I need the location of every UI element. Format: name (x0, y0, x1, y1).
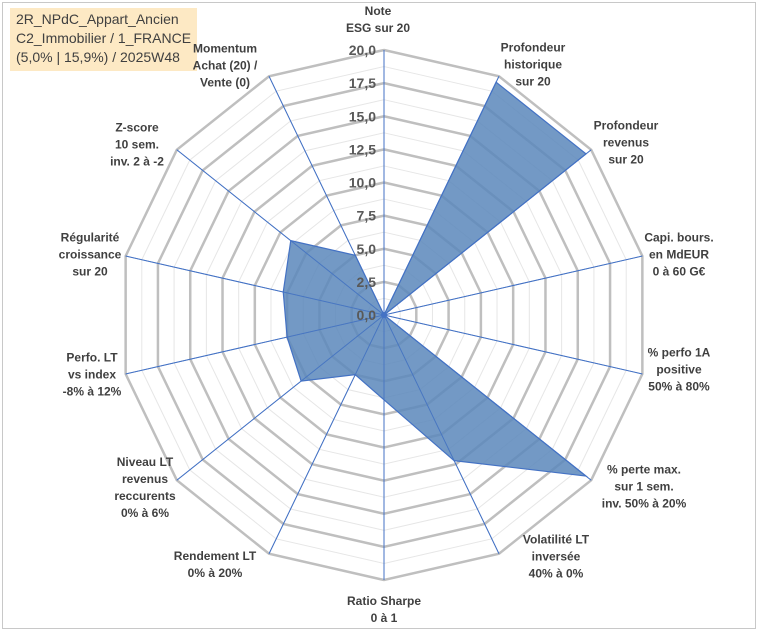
axis-label: Rendement LT 0% à 20% (173, 549, 257, 580)
axis-label: Profondeur historique sur 20 (500, 40, 566, 89)
tick-label: 10,0 (349, 175, 376, 191)
title-line-3: (5,0% | 15,9%) / 2025W48 (16, 49, 180, 65)
tick-label: 20,0 (349, 42, 376, 58)
tick-label: 7,5 (357, 208, 377, 224)
axis-label: % perte max. sur 1 sem. inv. 50% à 20% (601, 462, 687, 511)
axis-label: Niveau LT revenus reccurents 0% à 6% (114, 455, 176, 520)
tick-label: 2,5 (357, 274, 377, 290)
axis-spoke-overlay (383, 255, 643, 316)
axis-spoke-overlay (268, 314, 385, 554)
center-dot (381, 312, 387, 318)
axis-spoke-overlay (125, 314, 385, 375)
tick-label: 0,0 (357, 307, 377, 323)
axis-spoke-overlay (383, 314, 592, 481)
axis-label: Capi. bours. en MdEUR 0 à 60 G€ (644, 230, 714, 279)
axis-label: Perfo. LT vs index -8% à 12% (62, 350, 122, 399)
axis-spoke-overlay (176, 314, 385, 481)
axis-spoke-overlay (268, 76, 385, 316)
title-line-1: 2R_NPdC_Appart_Ancien (16, 11, 179, 27)
axis-label: Volatilité LT inversée 40% à 0% (522, 532, 590, 581)
axis-label: Profondeur revenus sur 20 (593, 118, 659, 167)
axis-spoke-overlay (125, 255, 385, 316)
tick-label: 17,5 (349, 75, 376, 91)
axis-label: Note ESG sur 20 (345, 4, 411, 35)
title-line-2: C2_Immobilier / 1_FRANCE (16, 30, 192, 46)
axis-spoke-overlay (383, 314, 643, 375)
axis-label: Momentum Achat (20) / Vente (0) (192, 41, 258, 90)
axis-spoke-overlay (383, 314, 500, 554)
tick-label: 5,0 (357, 241, 377, 257)
axis-label: Régularité croissance sur 20 (58, 230, 122, 279)
tick-label: 12,5 (349, 141, 376, 157)
axis-label: Ratio Sharpe 0 à 1 (346, 594, 422, 625)
tick-label: 15,0 (349, 108, 376, 124)
axis-label: % perfo 1A positive 50% à 80% (647, 345, 711, 394)
axis-spoke-overlay (383, 149, 592, 316)
axis-spoke-overlay (383, 76, 500, 316)
axis-label: Z-score 10 sem. inv. 2 à -2 (110, 120, 164, 169)
axis-spoke-overlay (176, 149, 385, 316)
chart-title-box: 2R_NPdC_Appart_Ancien C2_Immobilier / 1_… (10, 8, 198, 71)
